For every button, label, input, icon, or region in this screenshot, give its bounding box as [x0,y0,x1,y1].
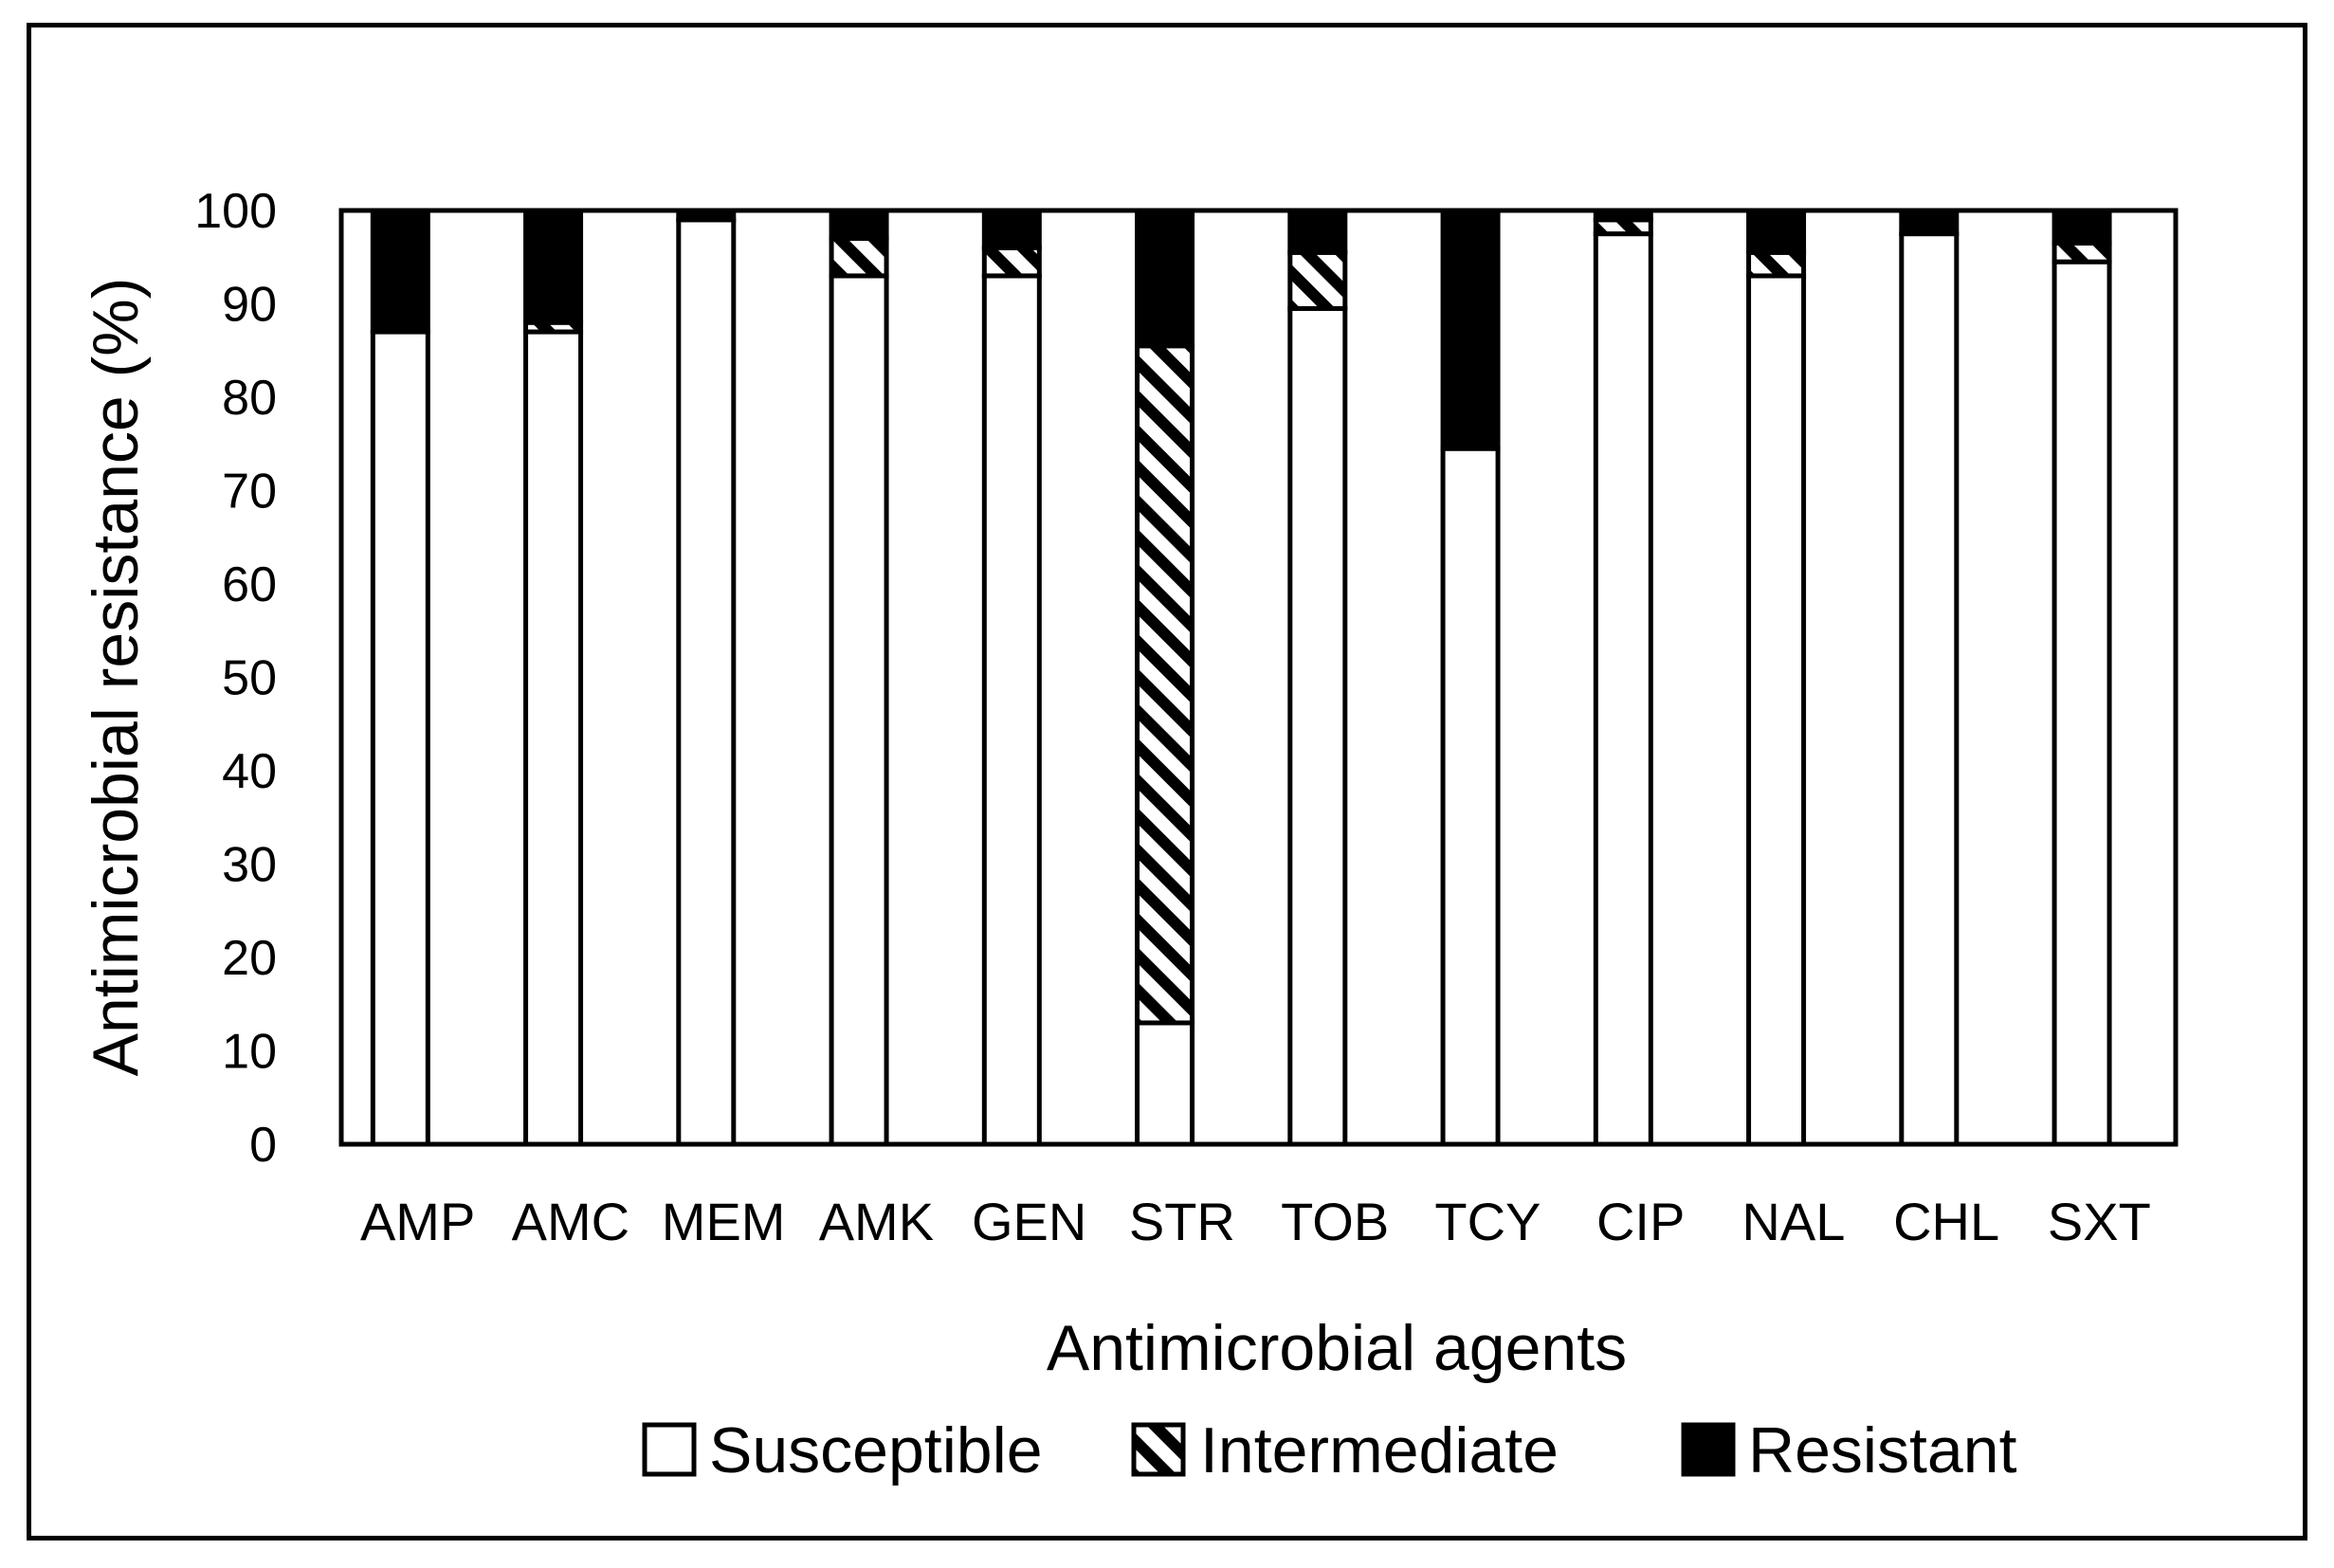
bar-resistant-tcy [1440,208,1501,451]
x-tick-label-cip: CIP [1596,1192,1685,1251]
bar-resistant-str [1135,208,1195,349]
legend-label-susceptible: Susceptible [709,1414,1043,1486]
y-tick-label: 70 [222,465,277,520]
y-tick-label: 50 [222,651,277,706]
y-tick-label: 10 [222,1025,277,1080]
legend-item-resistant: Resistant [1681,1414,2017,1486]
bars [370,208,2112,1147]
legend-item-susceptible: Susceptible [642,1414,1043,1486]
legend-label-resistant: Resistant [1748,1414,2017,1486]
legend-label-intermediate: Intermediate [1200,1414,1559,1486]
y-tick-label: 20 [222,931,277,986]
legend-swatch-susceptible [642,1422,697,1477]
x-tick-label-nal: NAL [1741,1192,1845,1251]
x-tick-label-amp: AMP [360,1192,475,1251]
bar-intermediate-nal [1746,249,1807,279]
bar-resistant-cip [1593,208,1653,223]
legend: Susceptible Intermediate Resistant [642,1414,2017,1486]
bar-susceptible-cip [1593,231,1653,1147]
x-tick-label-sxt: SXT [2048,1192,2151,1251]
bar-resistant-mem [676,208,737,223]
legend-swatch-intermediate [1131,1422,1186,1477]
y-tick-label: 40 [222,744,277,799]
bar-susceptible-tob [1287,305,1348,1147]
bar-resistant-chl [1899,208,1960,237]
bar-susceptible-gen [981,273,1042,1147]
bar-susceptible-chl [1899,231,1960,1147]
bar-resistant-sxt [2051,208,2112,246]
x-tick-label-amc: AMC [512,1192,629,1251]
x-tick-label-str: STR [1129,1192,1235,1251]
x-tick-label-tob: TOB [1281,1192,1389,1251]
bar-susceptible-amp [370,329,430,1147]
legend-swatch-resistant [1681,1422,1736,1477]
bar-susceptible-str [1135,1020,1195,1147]
bar-resistant-amk [829,208,889,242]
x-tick-label-mem: MEM [662,1192,786,1251]
bar-resistant-nal [1746,208,1807,255]
bar-susceptible-tcy [1440,446,1501,1147]
y-tick-label: 30 [222,838,277,893]
y-tick-label: 60 [222,557,277,612]
bar-susceptible-amc [523,329,584,1147]
y-axis-ticks: 0 10 20 30 40 50 60 70 80 90 100 [194,184,277,1173]
y-tick-label: 80 [222,371,277,426]
y-tick-label: 100 [194,184,277,239]
bar-intermediate-sxt [2051,240,2112,264]
y-tick-label: 90 [222,278,277,333]
bar-susceptible-mem [676,217,737,1147]
bar-resistant-amp [370,208,430,335]
bar-resistant-tob [1287,208,1348,255]
bar-susceptible-amk [829,273,889,1147]
bar-resistant-gen [981,208,1042,250]
bar-resistant-amc [523,208,584,325]
x-axis-categories: AMP AMC MEM AMK GEN STR TOB TCY CIP NAL CHL SXT [360,1192,2151,1251]
bar-intermediate-gen [981,245,1042,279]
y-tick-label: 0 [249,1118,277,1173]
bar-intermediate-amk [829,236,889,279]
x-axis-title: Antimicrobial agents [1047,1312,1627,1384]
x-tick-label-gen: GEN [972,1192,1086,1251]
y-axis-title: Antimicrobial resistance (%) [80,278,152,1077]
x-tick-label-tcy: TCY [1434,1192,1541,1251]
bar-intermediate-tob [1287,249,1348,311]
bar-susceptible-nal [1746,273,1807,1147]
x-tick-label-amk: AMK [819,1192,934,1251]
bar-intermediate-str [1135,343,1195,1026]
bar-susceptible-sxt [2051,259,2112,1147]
x-tick-label-chl: CHL [1893,1192,1999,1251]
plot-area [338,208,2179,1147]
legend-item-intermediate: Intermediate [1131,1414,1559,1486]
